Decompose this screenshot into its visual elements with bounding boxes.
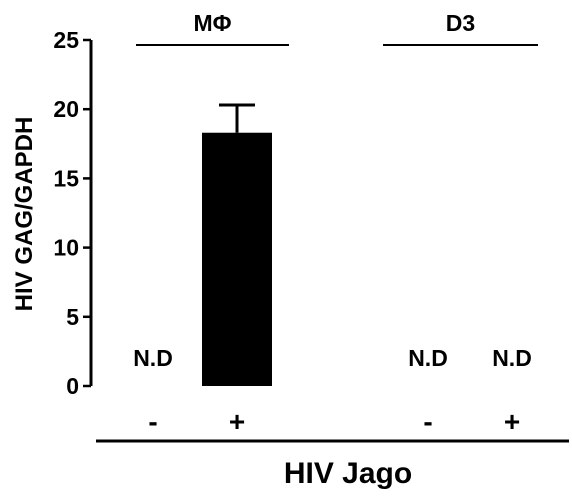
y-axis-title: HIV GAG/GAPDH [11, 117, 38, 312]
y-tick-label: 15 [53, 165, 79, 191]
category-label: - [423, 406, 432, 437]
x-category-labels: - + - + [148, 406, 520, 437]
bar [202, 132, 272, 386]
y-tick-label: 0 [66, 373, 79, 399]
category-label: + [504, 406, 520, 437]
nd-label: N.D [133, 345, 173, 371]
y-tick-label: 10 [53, 235, 79, 261]
y-axis-ticks: 0 5 10 15 20 25 [53, 27, 91, 399]
chart-marks: N.D N.D N.D [133, 103, 532, 386]
nd-label: N.D [492, 345, 532, 371]
nd-label: N.D [408, 345, 448, 371]
x-axis-title: HIV Jago [284, 457, 412, 490]
y-tick-label: 25 [53, 27, 79, 53]
group-label: MΦ [193, 10, 231, 36]
category-label: - [148, 406, 157, 437]
category-label: + [229, 406, 245, 437]
group-brackets: MΦ D3 [136, 10, 538, 46]
y-tick-label: 20 [53, 96, 79, 122]
group-label: D3 [446, 10, 475, 36]
y-tick-label: 5 [66, 304, 79, 330]
